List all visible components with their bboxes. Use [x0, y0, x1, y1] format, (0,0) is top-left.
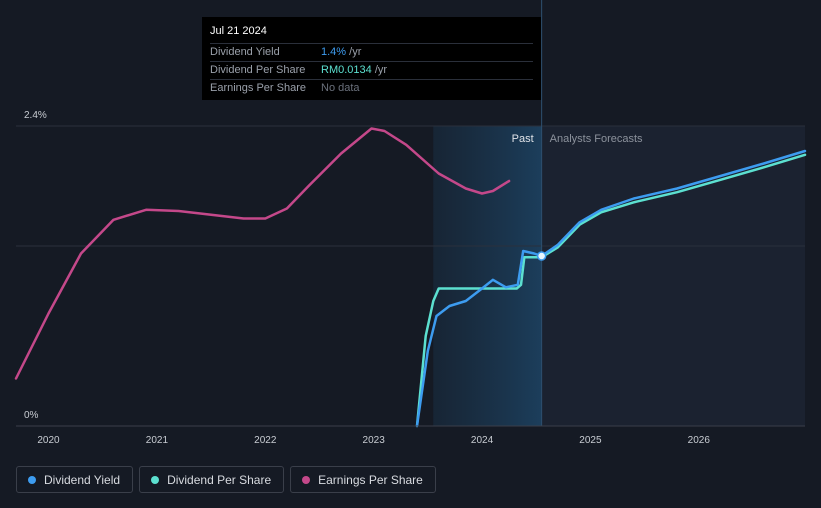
legend: Dividend Yield Dividend Per Share Earnin…: [16, 466, 436, 493]
tooltip-label: Dividend Yield: [210, 46, 280, 58]
tooltip-label: Earnings Per Share: [210, 82, 306, 94]
legend-label: Dividend Per Share: [167, 472, 272, 487]
gridlines: [16, 125, 805, 247]
forecast-label: Analysts Forecasts: [550, 133, 643, 145]
tooltip-date: Jul 21 2024: [210, 17, 533, 44]
legend-item-dividend-per-share[interactable]: Dividend Per Share: [139, 466, 285, 493]
tooltip-value-text: No data: [321, 82, 360, 94]
tooltip-unit: /yr: [371, 64, 388, 76]
x-tick-label: 2026: [688, 435, 711, 446]
y-tick-label: 2.4%: [24, 110, 47, 121]
past-label: Past: [512, 133, 534, 145]
tooltip-row-dividend-per-share: Dividend Per Share RM0.0134 /yr: [210, 62, 533, 80]
x-tick-label: 2024: [471, 435, 494, 446]
tooltip: Jul 21 2024 Dividend Yield 1.4% /yr Divi…: [202, 17, 541, 100]
y-tick-label: 0%: [24, 410, 39, 421]
legend-item-earnings-per-share[interactable]: Earnings Per Share: [290, 466, 436, 493]
series-line-dividend-yield: [415, 149, 807, 428]
x-tick-label: 2023: [363, 435, 386, 446]
legend-label: Earnings Per Share: [318, 472, 423, 487]
tooltip-row-dividend-yield: Dividend Yield 1.4% /yr: [210, 44, 533, 62]
x-tick-label: 2025: [579, 435, 602, 446]
legend-dot-icon: [28, 475, 36, 484]
series-line-earnings-per-share: [14, 127, 511, 380]
hover-marker: [536, 251, 547, 261]
tooltip-value: No data: [321, 80, 360, 97]
series-line-dividend-per-share: [415, 153, 807, 428]
tooltip-value: 1.4% /yr: [321, 44, 361, 61]
x-tick-label: 2021: [146, 435, 169, 446]
legend-dot-icon: [302, 475, 311, 484]
tooltip-label: Dividend Per Share: [210, 64, 306, 76]
tooltip-row-earnings-per-share: Earnings Per Share No data: [210, 80, 533, 97]
past-shaded-region: [433, 126, 542, 426]
legend-item-dividend-yield[interactable]: Dividend Yield: [16, 466, 134, 493]
tooltip-value-text: 1.4%: [321, 46, 347, 58]
tooltip-unit: /yr: [346, 46, 362, 58]
tooltip-value: RM0.0134 /yr: [321, 62, 387, 79]
legend-label: Dividend Yield: [44, 472, 121, 487]
legend-dot-icon: [151, 475, 160, 484]
tooltip-value-text: RM0.0134: [321, 64, 372, 76]
x-tick-label: 2020: [37, 435, 60, 446]
x-tick-label: 2022: [254, 435, 277, 446]
forecast-region: [541, 126, 805, 426]
